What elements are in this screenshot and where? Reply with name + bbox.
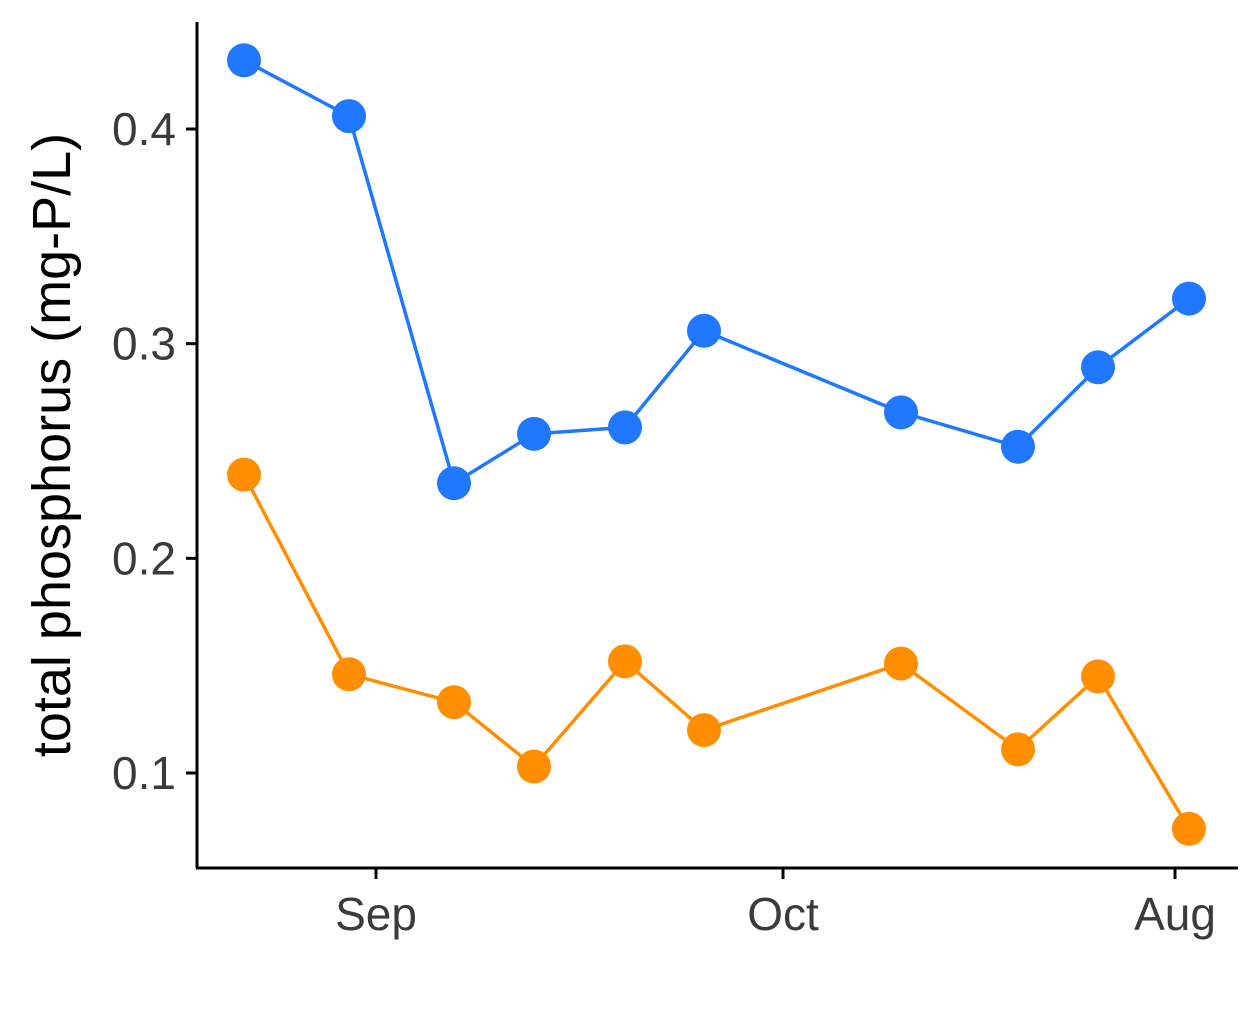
series-2-point	[227, 457, 261, 492]
series-2-point	[1172, 811, 1206, 846]
y-tick-label: 0.2	[112, 532, 176, 584]
x-ticks: Sep Oct Aug	[335, 868, 1216, 940]
series-1-point	[227, 43, 261, 78]
series-1-point	[517, 416, 551, 451]
series-1-point	[687, 313, 721, 348]
y-tick-label: 0.3	[112, 318, 176, 370]
series-1-point	[1001, 429, 1035, 464]
y-tick-label: 0.4	[112, 103, 176, 155]
y-ticks: 0.1 0.2 0.3 0.4	[112, 103, 197, 799]
series-2-point	[1001, 732, 1035, 767]
series-1-point	[437, 466, 471, 501]
series-2-point	[687, 713, 721, 748]
series-1-point	[332, 99, 366, 134]
x-tick-label: Aug	[1134, 888, 1216, 940]
series-2-point	[608, 644, 642, 679]
y-tick-label: 0.1	[112, 747, 176, 799]
series-2-point	[1081, 659, 1115, 694]
series-1-point	[1081, 350, 1115, 385]
series-1-point	[1172, 281, 1206, 316]
series-2-point	[517, 749, 551, 784]
y-axis-title: total phosphorus (mg-P/L)	[22, 133, 82, 757]
series-1-line	[243, 58, 1191, 485]
x-tick-label: Sep	[335, 888, 417, 940]
series-2-point	[332, 657, 366, 692]
series-2-point	[437, 685, 471, 720]
series-2-line	[242, 473, 1191, 830]
series-2-point	[884, 646, 918, 681]
x-tick-label: Oct	[747, 888, 819, 940]
series-1-point	[608, 410, 642, 445]
series-1-point	[884, 395, 918, 430]
series-layer	[227, 43, 1206, 846]
